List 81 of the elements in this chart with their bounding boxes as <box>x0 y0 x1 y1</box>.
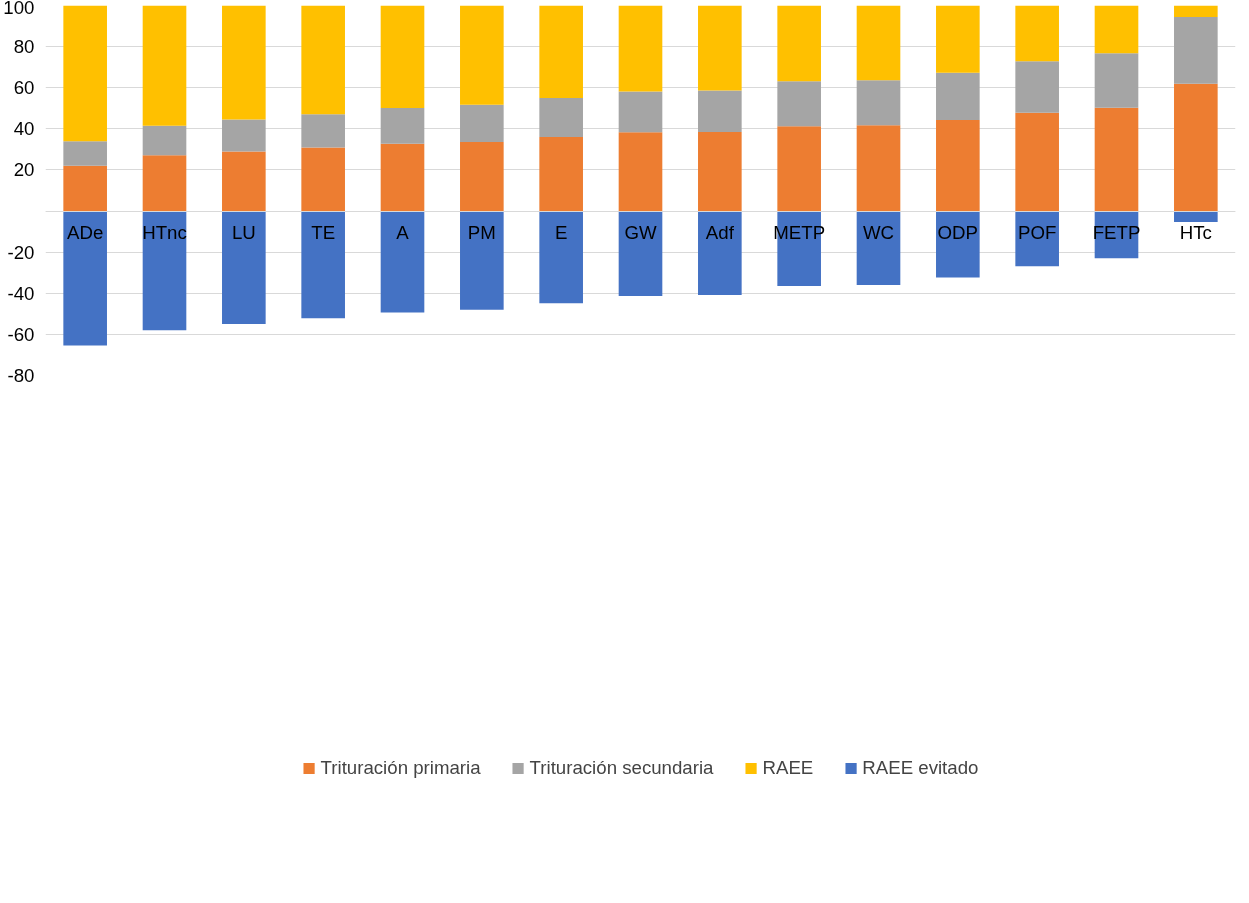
bar <box>856 211 901 286</box>
bar <box>63 5 107 142</box>
legend-label: RAEE evitado <box>862 757 979 780</box>
bar <box>380 5 425 109</box>
bar <box>142 155 187 212</box>
bar <box>777 5 821 82</box>
bar <box>301 5 345 115</box>
x-tick-label: POF <box>1017 222 1057 244</box>
y-tick-label: -60 <box>7 323 35 345</box>
bar <box>936 211 980 278</box>
bar <box>1015 5 1059 62</box>
bar <box>698 211 742 295</box>
y-tick-label: -20 <box>7 241 35 263</box>
bar <box>380 143 425 212</box>
bar <box>460 104 504 142</box>
y-tick-label: 60 <box>13 77 35 99</box>
bar <box>1174 5 1218 18</box>
bar <box>1174 83 1218 212</box>
bar <box>63 211 107 346</box>
bar <box>618 132 663 212</box>
bar <box>63 165 107 212</box>
bar <box>698 5 742 91</box>
bar <box>1015 61 1059 113</box>
bar <box>539 211 583 304</box>
bar <box>222 151 266 212</box>
bar <box>618 211 663 296</box>
bar <box>222 119 266 152</box>
x-tick-label: PM <box>467 222 496 244</box>
bar <box>539 137 583 212</box>
x-tick-label: GW <box>624 222 657 244</box>
bar <box>301 114 345 148</box>
bar <box>1094 107 1139 212</box>
bar <box>777 126 821 212</box>
bar <box>856 80 901 126</box>
x-tick-label: LU <box>231 222 256 244</box>
bar <box>618 91 663 133</box>
bar <box>1094 53 1139 108</box>
x-tick-label: ADe <box>67 222 104 244</box>
bar <box>380 211 425 313</box>
bar <box>460 141 504 212</box>
bar <box>698 131 742 212</box>
y-tick-label: 20 <box>13 159 35 181</box>
bar <box>539 98 583 138</box>
y-tick-label: 80 <box>13 36 35 58</box>
bar <box>618 5 663 92</box>
bar <box>380 108 425 144</box>
bar <box>856 5 901 81</box>
y-tick-label: -40 <box>7 282 35 304</box>
bar <box>142 125 187 156</box>
legend-label: Trituración secundaria <box>529 757 714 780</box>
bar <box>1094 5 1139 54</box>
bar <box>142 5 187 126</box>
bar <box>698 90 742 132</box>
bar <box>1174 211 1218 222</box>
x-tick-label: ODP <box>937 222 979 244</box>
bar <box>460 5 504 105</box>
x-tick-label: TE <box>311 222 336 244</box>
y-tick-label: 100 <box>3 0 35 18</box>
x-tick-label: A <box>396 222 410 244</box>
bar <box>63 141 107 166</box>
bar <box>222 211 266 325</box>
y-tick-label: 40 <box>13 118 35 140</box>
legend-label: Trituración primaria <box>320 757 481 780</box>
bar <box>936 5 980 73</box>
x-tick-label: WC <box>862 222 895 244</box>
bar <box>1015 112 1059 212</box>
bar <box>936 119 980 212</box>
bar <box>856 125 901 212</box>
x-tick-label: Adf <box>705 222 735 244</box>
bar <box>777 81 821 127</box>
bar <box>1174 17 1218 84</box>
x-tick-label: HTc <box>1179 222 1212 244</box>
bar <box>936 72 980 120</box>
bar <box>301 211 345 319</box>
y-tick-label: -80 <box>7 365 35 386</box>
x-tick-label: E <box>554 222 568 244</box>
bar <box>222 5 266 120</box>
bar <box>301 147 345 212</box>
legend-label: RAEE <box>762 757 814 780</box>
bar <box>460 211 504 310</box>
bar <box>539 5 583 98</box>
